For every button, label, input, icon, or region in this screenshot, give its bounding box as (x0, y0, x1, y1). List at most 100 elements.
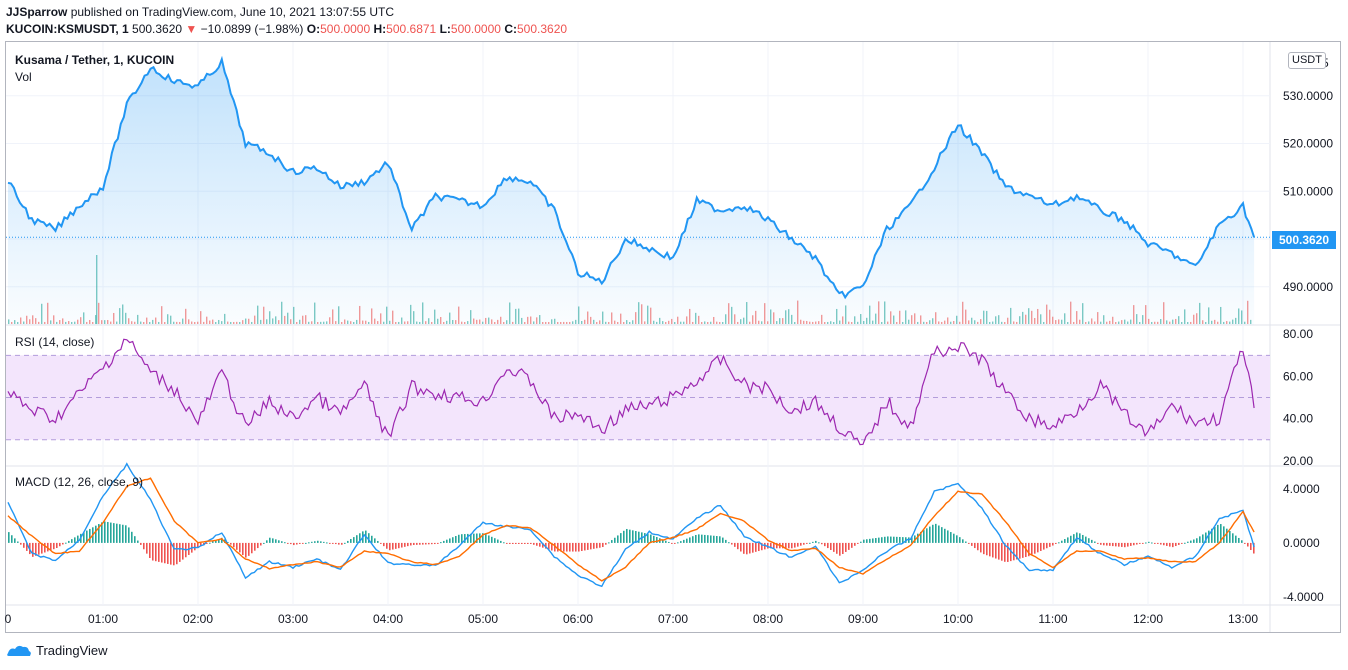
footer-brand[interactable]: TradingView (6, 643, 108, 658)
macd-histogram-bar (173, 542, 175, 566)
macd-histogram-bar (1106, 542, 1108, 546)
macd-histogram-bar (1136, 542, 1138, 545)
macd-histogram-bar (500, 540, 502, 543)
macd-histogram-bar (692, 536, 694, 543)
macd-histogram-bar (1196, 538, 1198, 543)
macd-histogram-bar (1073, 534, 1075, 543)
macd-histogram-bar (374, 538, 376, 543)
macd-histogram-bar (1241, 540, 1243, 543)
macd-histogram-bar (44, 542, 46, 553)
macd-histogram-bar (137, 540, 139, 543)
time-tick-label: 04:00 (373, 612, 403, 626)
currency-badge[interactable]: USDT (1288, 52, 1326, 69)
macd-histogram-bar (887, 536, 889, 543)
macd-histogram-bar (716, 536, 718, 543)
macd-histogram-bar (350, 539, 352, 543)
macd-histogram-bar (1142, 542, 1144, 544)
macd-histogram-bar (107, 522, 109, 543)
macd-histogram-bar (749, 542, 751, 554)
rsi-pane-title: RSI (14, close) (15, 335, 95, 349)
macd-histogram-bar (1244, 542, 1246, 544)
macd-histogram-bar (56, 542, 58, 549)
macd-histogram-bar (1097, 542, 1099, 544)
open-value: 500.0000 (320, 22, 371, 36)
macd-histogram-bar (620, 533, 622, 543)
macd-histogram-bar (875, 538, 877, 543)
macd-histogram-bar (491, 536, 493, 543)
macd-histogram-bar (1118, 542, 1120, 547)
macd-histogram-bar (1013, 542, 1015, 561)
macd-histogram-bar (791, 542, 793, 549)
macd-histogram-bar (329, 542, 331, 544)
open-label: O: (306, 22, 321, 36)
macd-histogram-bar (296, 542, 298, 545)
macd-histogram-bar (1214, 526, 1216, 543)
macd-histogram-bar (890, 536, 892, 543)
macd-histogram-bar (731, 542, 733, 545)
macd-histogram-bar (266, 540, 268, 543)
macd-histogram-bar (842, 542, 844, 554)
macd-histogram-bar (14, 538, 16, 543)
macd-histogram-bar (1163, 542, 1165, 546)
macd-histogram-bar (1202, 534, 1204, 543)
macd-histogram-bar (68, 540, 70, 543)
time-tick-label: 0 (5, 612, 12, 626)
macd-histogram-bar (833, 542, 835, 552)
macd-histogram-bar (428, 542, 430, 545)
macd-histogram-bar (1064, 539, 1066, 543)
macd-histogram-bar (1166, 542, 1168, 546)
macd-histogram-bar (38, 542, 40, 555)
macd-histogram-bar (926, 528, 928, 543)
macd-histogram-bar (1115, 542, 1117, 547)
macd-histogram-bar (776, 542, 778, 549)
macd-histogram-bar (104, 521, 106, 543)
macd-histogram-bar (1190, 540, 1192, 543)
macd-histogram-bar (1046, 542, 1048, 549)
macd-histogram-bar (176, 542, 178, 565)
macd-histogram-bar (89, 528, 91, 543)
macd-histogram-bar (854, 542, 856, 546)
macd-histogram-bar (35, 542, 37, 556)
macd-histogram-bar (434, 542, 436, 545)
rsi-line (7, 338, 1255, 446)
macd-histogram-bar (545, 542, 547, 549)
macd-histogram-bar (1178, 542, 1180, 545)
macd-histogram-bar (1169, 542, 1171, 547)
macd-histogram-bar (1124, 542, 1126, 548)
macd-histogram-bar (995, 542, 997, 559)
chart-frame (5, 41, 1341, 633)
macd-histogram-bar (536, 542, 538, 546)
macd-histogram-bar (893, 536, 895, 543)
macd-histogram-bar (32, 542, 34, 557)
macd-histogram-bar (299, 542, 301, 544)
macd-histogram-bar (1151, 542, 1153, 544)
macd-histogram-bar (1199, 536, 1201, 543)
macd-histogram-bar (1211, 528, 1213, 543)
macd-histogram-bar (1058, 542, 1060, 544)
macd-histogram-bar (578, 542, 580, 552)
macd-histogram-bar (131, 531, 133, 543)
macd-histogram-bar (311, 541, 313, 543)
macd-histogram-bar (1022, 542, 1024, 558)
macd-histogram-bar (1085, 536, 1087, 543)
macd-histogram-bar (824, 542, 826, 547)
macd-histogram-bar (287, 542, 289, 544)
macd-histogram-bar (359, 533, 361, 543)
macd-histogram-bar (911, 537, 913, 543)
time-tick-label: 10:00 (943, 612, 973, 626)
macd-histogram-bar (467, 533, 469, 543)
macd-histogram-bar (1235, 535, 1237, 543)
macd-histogram-bar (554, 542, 556, 552)
macd-histogram-bar (125, 525, 127, 543)
macd-histogram-bar (878, 537, 880, 543)
macd-histogram-bar (932, 524, 934, 543)
macd-tick-label: -4.0000 (1283, 590, 1324, 604)
macd-histogram-bar (1127, 542, 1129, 547)
macd-histogram-bar (1187, 541, 1189, 543)
macd-histogram-bar (656, 537, 658, 543)
macd-histogram-bar (215, 540, 217, 543)
macd-histogram-bar (605, 542, 607, 545)
macd-histogram-bar (986, 542, 988, 556)
macd-histogram-bar (407, 542, 409, 547)
